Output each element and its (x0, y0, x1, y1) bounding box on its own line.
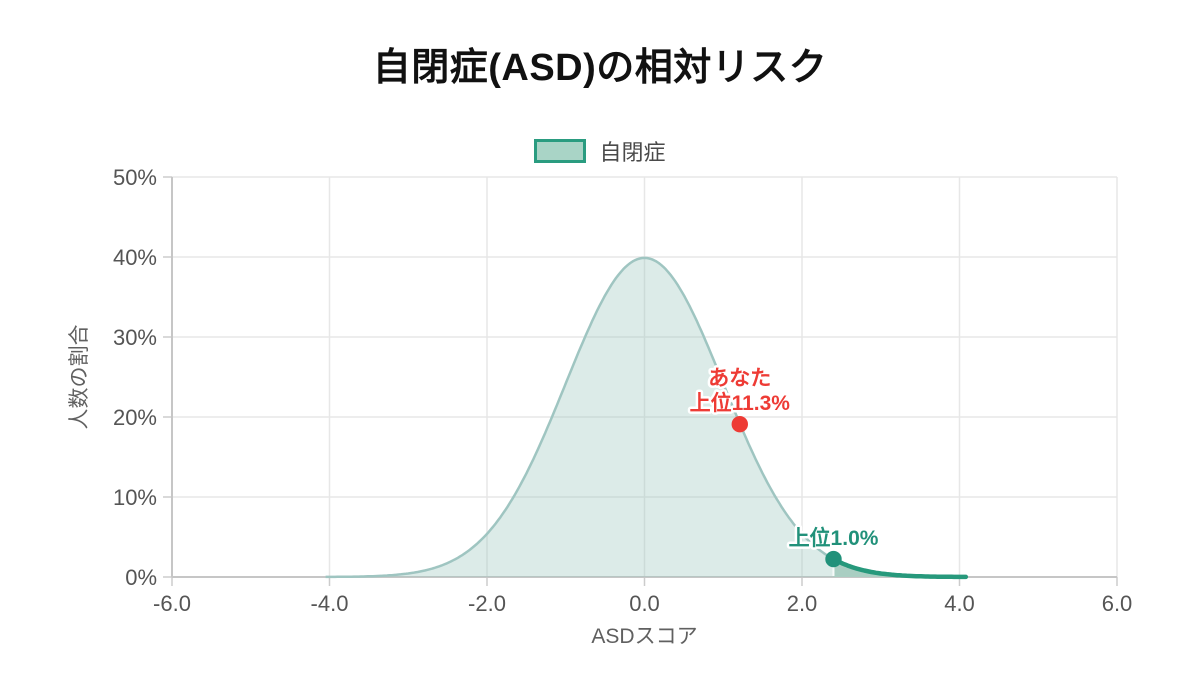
user-point-label: 上位11.3% (690, 391, 791, 415)
x-axis-title: ASDスコア (591, 625, 697, 648)
legend-label: 自閉症 (599, 140, 666, 165)
x-tick-label: -2.0 (468, 591, 506, 616)
threshold-point-label: 上位1.0% (789, 526, 879, 550)
x-tick-label: 2.0 (787, 591, 818, 616)
user-point-dot (731, 416, 748, 433)
x-tick-label: 6.0 (1102, 591, 1133, 616)
y-tick-label: 10% (113, 485, 157, 510)
x-tick-label: 4.0 (944, 591, 975, 616)
y-tick-label: 50% (113, 165, 157, 190)
y-axis-title: 人数の割合 (68, 325, 91, 430)
y-tick-label: 0% (125, 565, 157, 590)
x-tick-label: -6.0 (153, 591, 191, 616)
legend-item-asd[interactable]: 自閉症 (534, 135, 666, 167)
legend-swatch-icon (534, 139, 587, 163)
user-point-label: あなた (708, 367, 771, 390)
distribution-area (325, 257, 966, 577)
x-tick-label: 0.0 (629, 591, 660, 616)
top-percent-curve (831, 556, 969, 580)
y-tick-label: 30% (113, 325, 157, 350)
y-tick-label: 40% (113, 245, 157, 270)
y-tick-label: 20% (113, 405, 157, 430)
threshold-point-dot (825, 550, 842, 568)
legend: 自閉症 (0, 135, 1200, 167)
chart-title: 自閉症(ASD)の相対リスク (372, 47, 828, 89)
x-tick-label: -4.0 (311, 591, 349, 616)
